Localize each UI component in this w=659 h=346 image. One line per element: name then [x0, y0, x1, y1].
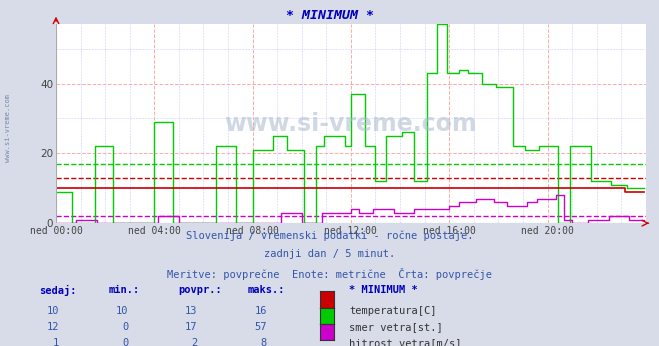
- Text: Slovenija / vremenski podatki - ročne postaje.: Slovenija / vremenski podatki - ročne po…: [186, 230, 473, 240]
- Text: 8: 8: [261, 338, 267, 346]
- Text: 17: 17: [185, 322, 198, 333]
- Text: www.si-vreme.com: www.si-vreme.com: [5, 94, 11, 162]
- Text: min.:: min.:: [109, 285, 140, 295]
- Text: 0: 0: [123, 338, 129, 346]
- Text: 57: 57: [254, 322, 267, 333]
- Text: 12: 12: [47, 322, 59, 333]
- Text: hitrost vetra[m/s]: hitrost vetra[m/s]: [349, 338, 462, 346]
- Text: 16: 16: [254, 306, 267, 316]
- Text: * MINIMUM *: * MINIMUM *: [349, 285, 418, 295]
- Text: 1: 1: [53, 338, 59, 346]
- Text: maks.:: maks.:: [247, 285, 285, 295]
- Text: 2: 2: [192, 338, 198, 346]
- Text: 10: 10: [116, 306, 129, 316]
- Text: * MINIMUM *: * MINIMUM *: [285, 9, 374, 22]
- Text: Meritve: povprečne  Enote: metrične  Črta: povprečje: Meritve: povprečne Enote: metrične Črta:…: [167, 268, 492, 280]
- Text: povpr.:: povpr.:: [178, 285, 221, 295]
- Text: 0: 0: [123, 322, 129, 333]
- Text: 13: 13: [185, 306, 198, 316]
- Text: smer vetra[st.]: smer vetra[st.]: [349, 322, 443, 333]
- Text: zadnji dan / 5 minut.: zadnji dan / 5 minut.: [264, 249, 395, 259]
- Text: temperatura[C]: temperatura[C]: [349, 306, 437, 316]
- Text: sedaj:: sedaj:: [40, 285, 77, 297]
- Text: 10: 10: [47, 306, 59, 316]
- Text: www.si-vreme.com: www.si-vreme.com: [225, 112, 477, 136]
